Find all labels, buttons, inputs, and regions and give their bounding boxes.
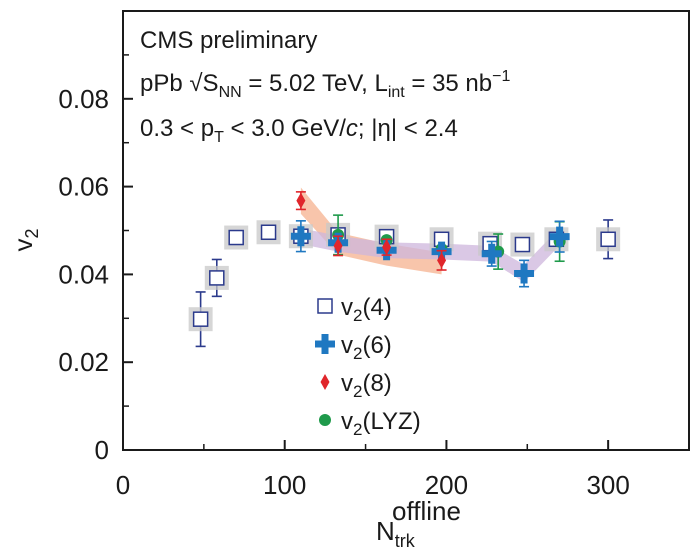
data-point [514, 236, 531, 253]
data-point [600, 231, 616, 248]
data-point [514, 263, 535, 284]
legend-label-base: v [341, 332, 353, 359]
y-tick-label: 0 [95, 435, 109, 465]
annotation-cuts-e: < 2.4 [397, 115, 458, 142]
x-axis-title-base: N [376, 516, 395, 546]
annotation-collision-sqrt: √ [189, 70, 203, 97]
data-point [228, 229, 244, 246]
annotation-collision-nn: NN [219, 84, 242, 101]
x-axis-title-sub: trk [395, 531, 416, 551]
legend: v2(4)v2(6)v2(8)v2(LYZ) [315, 294, 421, 439]
annotation-cuts-eta: |η| [371, 115, 397, 142]
band [300, 187, 442, 275]
legend-marker [319, 414, 331, 426]
annotation-cuts-d: ; [358, 115, 371, 142]
x-axis-title: Ntrk [376, 516, 416, 551]
legend-label-rest: (6) [362, 332, 391, 359]
legend-label-sub: 2 [353, 420, 362, 439]
data-point [260, 224, 277, 241]
legend-label-sub: 2 [353, 344, 362, 363]
data-point [437, 252, 447, 269]
data-point [481, 243, 502, 264]
x-tick-label: 200 [425, 470, 468, 500]
x-tick-label: 0 [116, 470, 130, 500]
systematic-bands [300, 187, 560, 283]
annotation-cuts-c: c [346, 115, 358, 142]
y-axis-title-base: v [8, 239, 38, 252]
legend-label: v2(LYZ) [341, 408, 421, 439]
legend-label-base: v [341, 408, 353, 435]
annotation-collision-s: S [203, 70, 219, 97]
x-tick-label: 100 [263, 470, 306, 500]
annotation-collision: pPb √SNN = 5.02 TeV, Lint = 35 nb−1 [140, 68, 510, 101]
legend-item: v2(6) [315, 332, 392, 363]
data-point [209, 270, 225, 286]
annotation-cuts-a: 0.3 < p [140, 115, 214, 142]
legend-label-rest: (4) [362, 294, 391, 321]
y-axis-title-sub: 2 [22, 228, 42, 238]
annotation-cuts-b: < 3.0 GeV/ [224, 115, 346, 142]
legend-item: v2(4) [317, 294, 392, 325]
legend-label-rest: (LYZ) [362, 408, 420, 435]
series-diamond [295, 191, 447, 271]
legend-marker [317, 298, 333, 314]
y-tick-label: 0.08 [58, 84, 109, 114]
data-point [549, 226, 570, 247]
annotation-collision-c: = 35 nb [405, 70, 492, 97]
annotation-collision-b: = 5.02 TeV, L [242, 70, 388, 97]
y-tick-label: 0.04 [58, 259, 109, 289]
annotation-collision-a: pPb [140, 70, 189, 97]
legend-label-base: v [341, 294, 353, 321]
annotation-collision-exp: −1 [492, 68, 510, 85]
data-point [333, 237, 343, 254]
y-axis-title: v2 [8, 228, 42, 251]
annotation-experiment: CMS preliminary [140, 27, 317, 54]
legend-label-sub: 2 [353, 382, 362, 401]
x-tick-label: 300 [586, 470, 629, 500]
data-point [382, 239, 392, 256]
data-point [192, 311, 209, 327]
band [300, 227, 560, 283]
legend-label: v2(6) [341, 332, 392, 363]
x-axis-title-sup: offline [392, 496, 461, 526]
data-point [296, 192, 306, 209]
legend-label: v2(4) [341, 294, 392, 325]
legend-marker [320, 374, 330, 390]
axis-ticks: 0 100 200 300 0 0.02 0.04 0.06 0.08 [58, 54, 630, 500]
data-point [290, 226, 311, 247]
legend-marker [315, 334, 335, 354]
y-tick-label: 0.06 [58, 172, 109, 202]
annotation-cuts: 0.3 < pT < 3.0 GeV/c; |η| < 2.4 [140, 115, 458, 146]
legend-label-sub: 2 [353, 306, 362, 325]
legend-item: v2(LYZ) [319, 408, 421, 439]
legend-label: v2(8) [341, 370, 392, 401]
y-tick-label: 0.02 [58, 347, 109, 377]
annotation-cuts-t: T [214, 129, 224, 146]
legend-item: v2(8) [320, 370, 392, 401]
legend-label-rest: (8) [362, 370, 391, 397]
data-series [188, 191, 621, 348]
annotation-collision-int: int [388, 84, 405, 101]
legend-label-base: v [341, 370, 353, 397]
